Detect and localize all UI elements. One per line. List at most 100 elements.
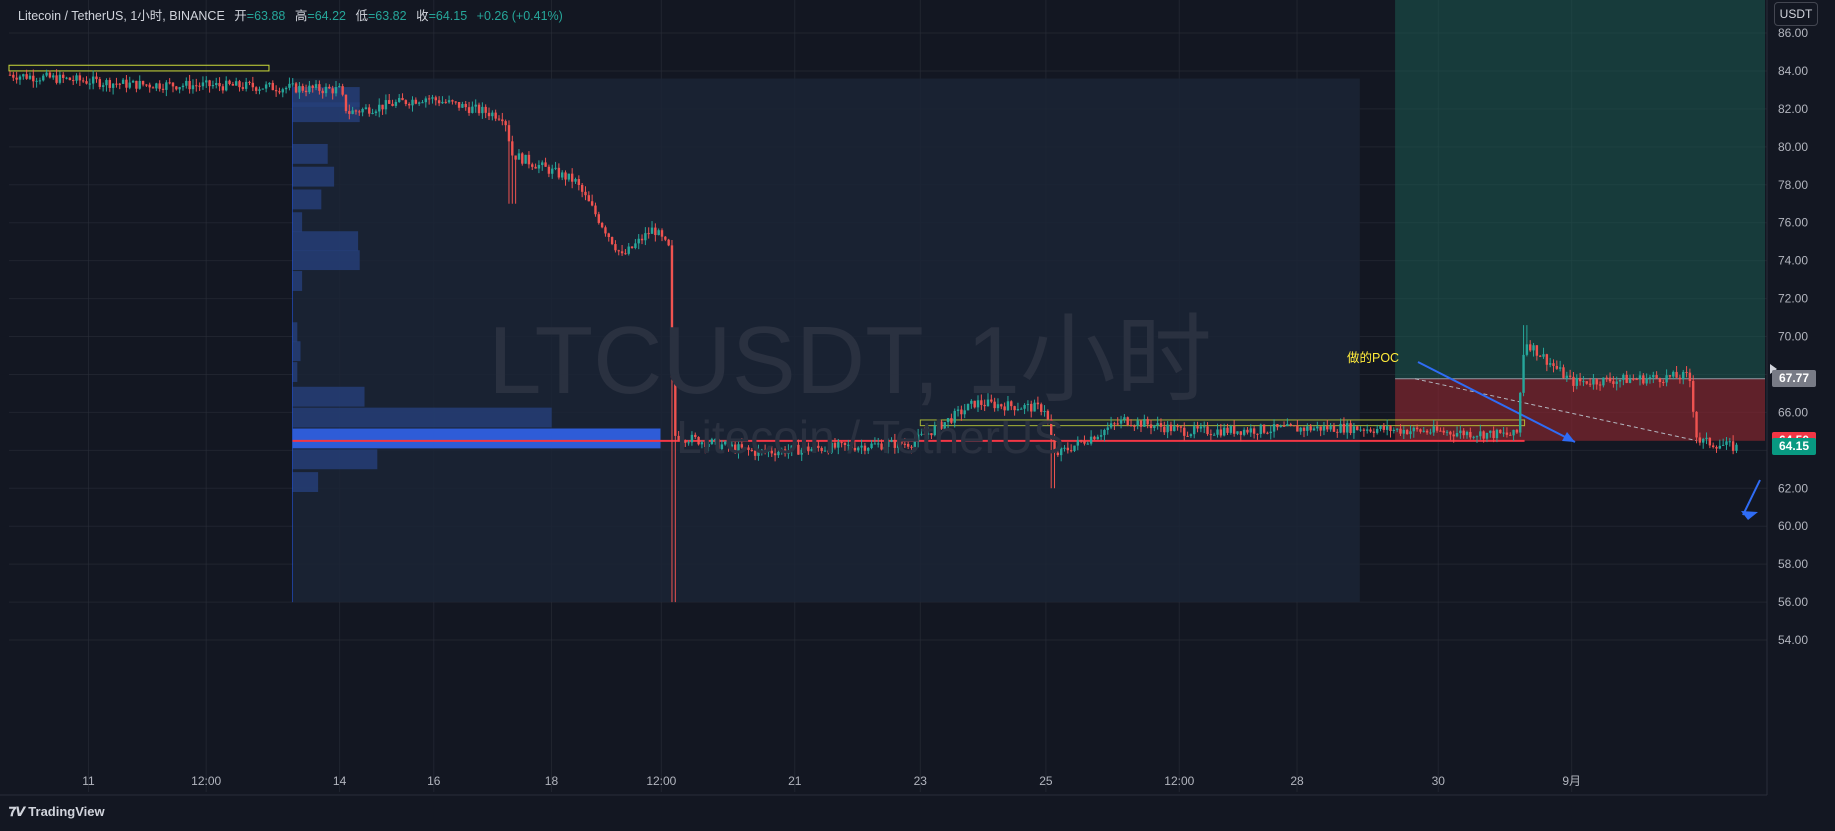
candle-body — [128, 82, 131, 88]
candle-body — [381, 104, 384, 110]
legend-symbol[interactable]: Litecoin / TetherUS, 1小时, BINANCE — [18, 9, 225, 23]
candle-body — [580, 184, 584, 192]
candle-body — [165, 82, 168, 90]
candle-body — [1585, 381, 1588, 384]
candle-body — [1249, 428, 1252, 433]
candle-body — [434, 97, 437, 101]
candle-body — [35, 80, 38, 82]
candle-body — [797, 444, 800, 455]
candle-body — [1409, 431, 1412, 435]
candle-body — [733, 444, 737, 453]
candle-body — [1735, 444, 1738, 451]
candle-body — [1089, 436, 1093, 444]
candle-body — [118, 83, 121, 85]
poc-annotation[interactable]: 做的POC — [1347, 351, 1400, 365]
candle-body — [437, 100, 441, 104]
candle-body — [873, 443, 877, 445]
time-axis[interactable]: 11 12:00 14 16 18 12:00 21 23 25 12:00 28 30 9月 — [82, 774, 1581, 788]
price-axis[interactable]: 86.00 84.00 82.00 80.00 78.00 76.00 74.00 72.00… — [1768, 0, 1835, 795]
candle-body — [1322, 426, 1326, 431]
candle-body — [1329, 425, 1332, 430]
candle-body — [714, 438, 717, 440]
candle-body — [414, 99, 418, 104]
candle-body — [1412, 427, 1415, 432]
candle-body — [195, 85, 198, 87]
candle-body — [211, 85, 215, 87]
time-tick-label: 14 — [333, 774, 347, 788]
candle-body — [32, 75, 35, 82]
candle-body — [1595, 379, 1598, 385]
candle-body — [1076, 440, 1080, 446]
legend-close: =64.15 — [428, 9, 468, 23]
legend-low-label: 低 — [355, 9, 368, 23]
candle-body — [1362, 429, 1366, 431]
scroll-to-latest-icon[interactable] — [1770, 364, 1777, 374]
candle-body — [411, 99, 414, 106]
candle-body — [1705, 437, 1708, 439]
candle-body — [1532, 345, 1535, 351]
candle-body — [923, 433, 926, 435]
short-arrow — [1742, 479, 1761, 516]
candle-body — [697, 436, 700, 445]
candle-body — [577, 179, 581, 185]
candle-body — [1116, 423, 1119, 425]
candle-body — [1642, 375, 1645, 384]
candle-body — [541, 162, 544, 166]
candle-body — [1512, 429, 1515, 436]
legend-close-label: 收 — [416, 9, 429, 23]
candle-body — [1728, 441, 1732, 443]
candle-body — [604, 227, 607, 234]
candle-body — [294, 83, 298, 93]
candle-body — [358, 111, 361, 113]
candle-body — [1083, 441, 1086, 444]
candle-body — [171, 82, 175, 87]
candle-body — [417, 102, 421, 104]
candle-body — [650, 227, 654, 234]
candle-body — [1336, 431, 1339, 433]
candle-body — [1459, 430, 1462, 434]
candle-body — [191, 85, 195, 90]
candle-body — [1469, 431, 1472, 438]
candle-body — [1196, 426, 1199, 429]
candle-body — [374, 111, 378, 113]
candle-body — [368, 107, 371, 114]
volume-bar — [292, 341, 301, 362]
candle-body — [524, 154, 527, 164]
volume-bar — [292, 362, 298, 382]
candles — [8, 69, 1738, 603]
candle-body — [511, 141, 514, 156]
candle-body — [225, 80, 228, 91]
candle-body — [896, 440, 900, 448]
long-position-tool[interactable] — [1395, 0, 1765, 442]
candle-body — [820, 447, 823, 451]
candle-body — [1558, 367, 1562, 369]
candle-body — [943, 422, 946, 429]
candle-body — [1000, 404, 1003, 407]
candle-body — [1538, 355, 1542, 357]
candle-body — [22, 74, 25, 77]
candle-body — [15, 77, 18, 80]
legend-low: =63.82 — [367, 9, 407, 23]
candle-body — [903, 443, 907, 445]
candle-body — [334, 87, 338, 94]
candle-body — [1069, 450, 1073, 452]
candle-body — [1166, 424, 1169, 433]
candle-body — [1302, 427, 1306, 431]
candle-body — [1299, 427, 1302, 432]
candle-body — [906, 443, 910, 447]
time-tick-label: 18 — [545, 774, 559, 788]
tradingview-logo[interactable]: 𝟕𝙑 TradingView — [9, 804, 105, 820]
price-tick-label: 72.00 — [1778, 292, 1808, 306]
candle-body — [254, 87, 258, 91]
candle-body — [757, 449, 760, 456]
candle-body — [910, 446, 913, 448]
candle-body — [1119, 419, 1123, 424]
candle-body — [85, 81, 88, 84]
candle-body — [1016, 409, 1020, 411]
price-tick-label: 86.00 — [1778, 26, 1808, 40]
currency-button[interactable]: USDT — [1774, 2, 1818, 26]
candle-body — [1199, 426, 1203, 429]
candle-body — [1485, 432, 1489, 439]
candle-body — [461, 103, 464, 108]
